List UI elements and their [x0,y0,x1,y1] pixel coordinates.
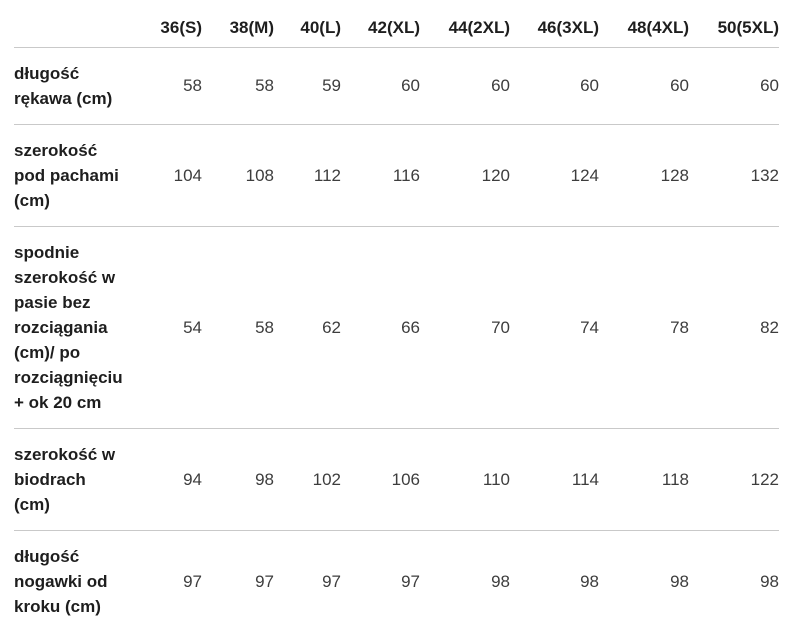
corner-cell [14,0,154,48]
measurement-value: 97 [322,571,341,591]
measurement-value: 104 [154,124,202,227]
measurement-value: 120 [420,124,510,227]
measurement-value: 70 [420,226,510,429]
table-row: szerokość pod pachami (cm) 104 108 112 1… [14,124,779,227]
measurement-value: 58 [202,47,274,125]
measurement-value: 97 [183,571,202,591]
measurement-value: 97 [255,571,274,591]
measurement-label: szerokość w biodrach (cm) [14,428,154,531]
size-column-header: 38(M) [202,0,274,48]
size-column-header: 46(3XL) [510,0,599,48]
measurement-value: 102 [274,428,341,531]
measurement-value: 82 [689,226,779,429]
measurement-label: szerokość pod pachami (cm) [14,124,154,227]
measurement-value: 58 [154,47,202,125]
measurement-value: 60 [510,47,599,125]
measurement-value: 54 [154,226,202,429]
measurement-value: 132 [689,124,779,227]
measurement-value: 59 [274,47,341,125]
measurement-value: 106 [341,428,420,531]
header-row: 36(S) 38(M) 40(L) 42(XL) 44(2XL) 46(3XL)… [14,0,779,48]
measurement-value: 60 [420,47,510,125]
measurement-value: 78 [599,226,689,429]
measurement-value: 122 [689,428,779,531]
measurement-value: 60 [599,47,689,125]
measurement-value: 114 [510,428,599,531]
measurement-value: 62 [274,226,341,429]
measurement-value: 98 [670,571,689,591]
size-column-header: 44(2XL) [420,0,510,48]
measurement-value: 98 [202,428,274,531]
measurement-value: 124 [510,124,599,227]
measurement-value: 128 [599,124,689,227]
measurement-value: 98 [760,571,779,591]
size-column-header: 40(L) [274,0,341,48]
size-column-header: 36(S) [154,0,202,48]
size-column-header: 50(5XL) [689,0,779,48]
size-column-header: 48(4XL) [599,0,689,48]
measurement-value: 112 [274,124,341,227]
measurement-value: 58 [202,226,274,429]
measurement-value: 97 [401,571,420,591]
size-column-header: 42(XL) [341,0,420,48]
table-row: spodnie szerokość w pasie bez rozciągani… [14,226,779,429]
table-row: długość nogawki od kroku (cm) 97 97 97 9… [14,531,779,633]
table-row: długość rękawa (cm) 58 58 59 60 60 60 60… [14,47,779,125]
table-row: szerokość w biodrach (cm) 94 98 102 106 … [14,428,779,531]
measurement-value: 98 [580,571,599,591]
measurement-value: 108 [202,124,274,227]
measurement-value: 74 [510,226,599,429]
measurement-value: 66 [341,226,420,429]
measurement-value: 94 [154,428,202,531]
measurement-value: 60 [689,47,779,125]
measurement-value: 118 [599,428,689,531]
measurement-value: 110 [420,428,510,531]
measurement-label: długość nogawki od kroku (cm) [14,547,108,616]
measurement-label: spodnie szerokość w pasie bez rozciągani… [14,226,154,429]
measurement-value: 60 [341,47,420,125]
measurement-label: długość rękawa (cm) [14,47,154,125]
measurement-value: 116 [341,124,420,227]
measurement-value: 98 [491,571,510,591]
size-table: 36(S) 38(M) 40(L) 42(XL) 44(2XL) 46(3XL)… [14,0,779,632]
